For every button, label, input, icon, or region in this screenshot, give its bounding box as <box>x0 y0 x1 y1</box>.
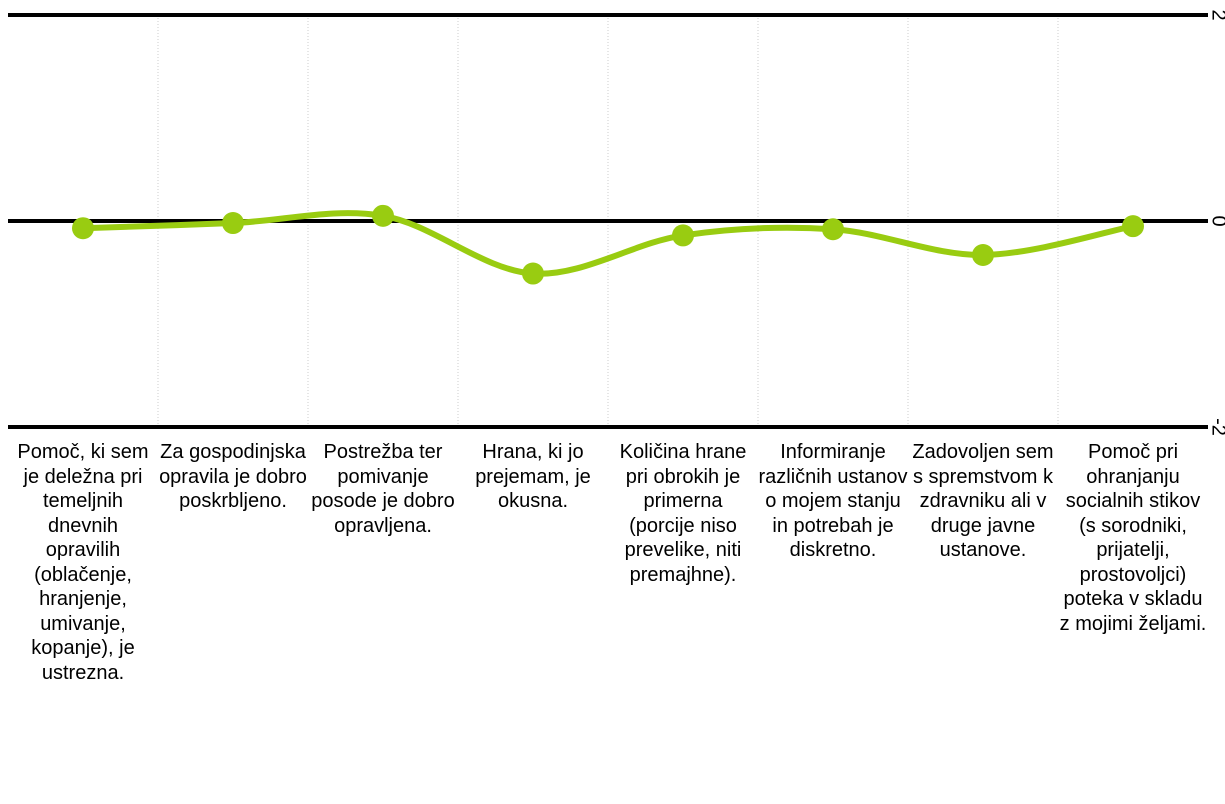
marker <box>822 218 844 241</box>
x-tick-label: Informiranje različnih ustanov o mojem s… <box>758 441 908 561</box>
x-tick-label: Za gospodinjska opravila je dobro poskrb… <box>159 441 307 512</box>
y-tick-label: -2 <box>1208 418 1225 436</box>
marker <box>672 224 694 247</box>
marker <box>72 217 94 240</box>
y-tick-label: 2 <box>1208 9 1225 20</box>
x-tick-label: Količina hrane pri obrokih je primerna (… <box>619 441 747 586</box>
marker <box>522 262 544 285</box>
y-tick-label: 0 <box>1208 215 1225 226</box>
x-tick-label: Postrežba ter pomivanje posode je dobro … <box>311 441 455 537</box>
marker <box>372 204 394 227</box>
line <box>80 210 1136 277</box>
marker <box>972 243 994 266</box>
x-tick-label: Pomoč pri ohranjanju socialnih stikov (s… <box>1059 441 1207 635</box>
x-tick-label: Zadovoljen sem s spremstvom k zdravniku … <box>912 441 1054 561</box>
marker <box>222 212 244 235</box>
x-tick-label: Hrana, ki jo prejemam, je okusna. <box>475 441 591 512</box>
marker <box>1122 215 1144 238</box>
x-tick-label: Pomoč, ki sem je deležna pri temeljnih d… <box>17 441 149 684</box>
